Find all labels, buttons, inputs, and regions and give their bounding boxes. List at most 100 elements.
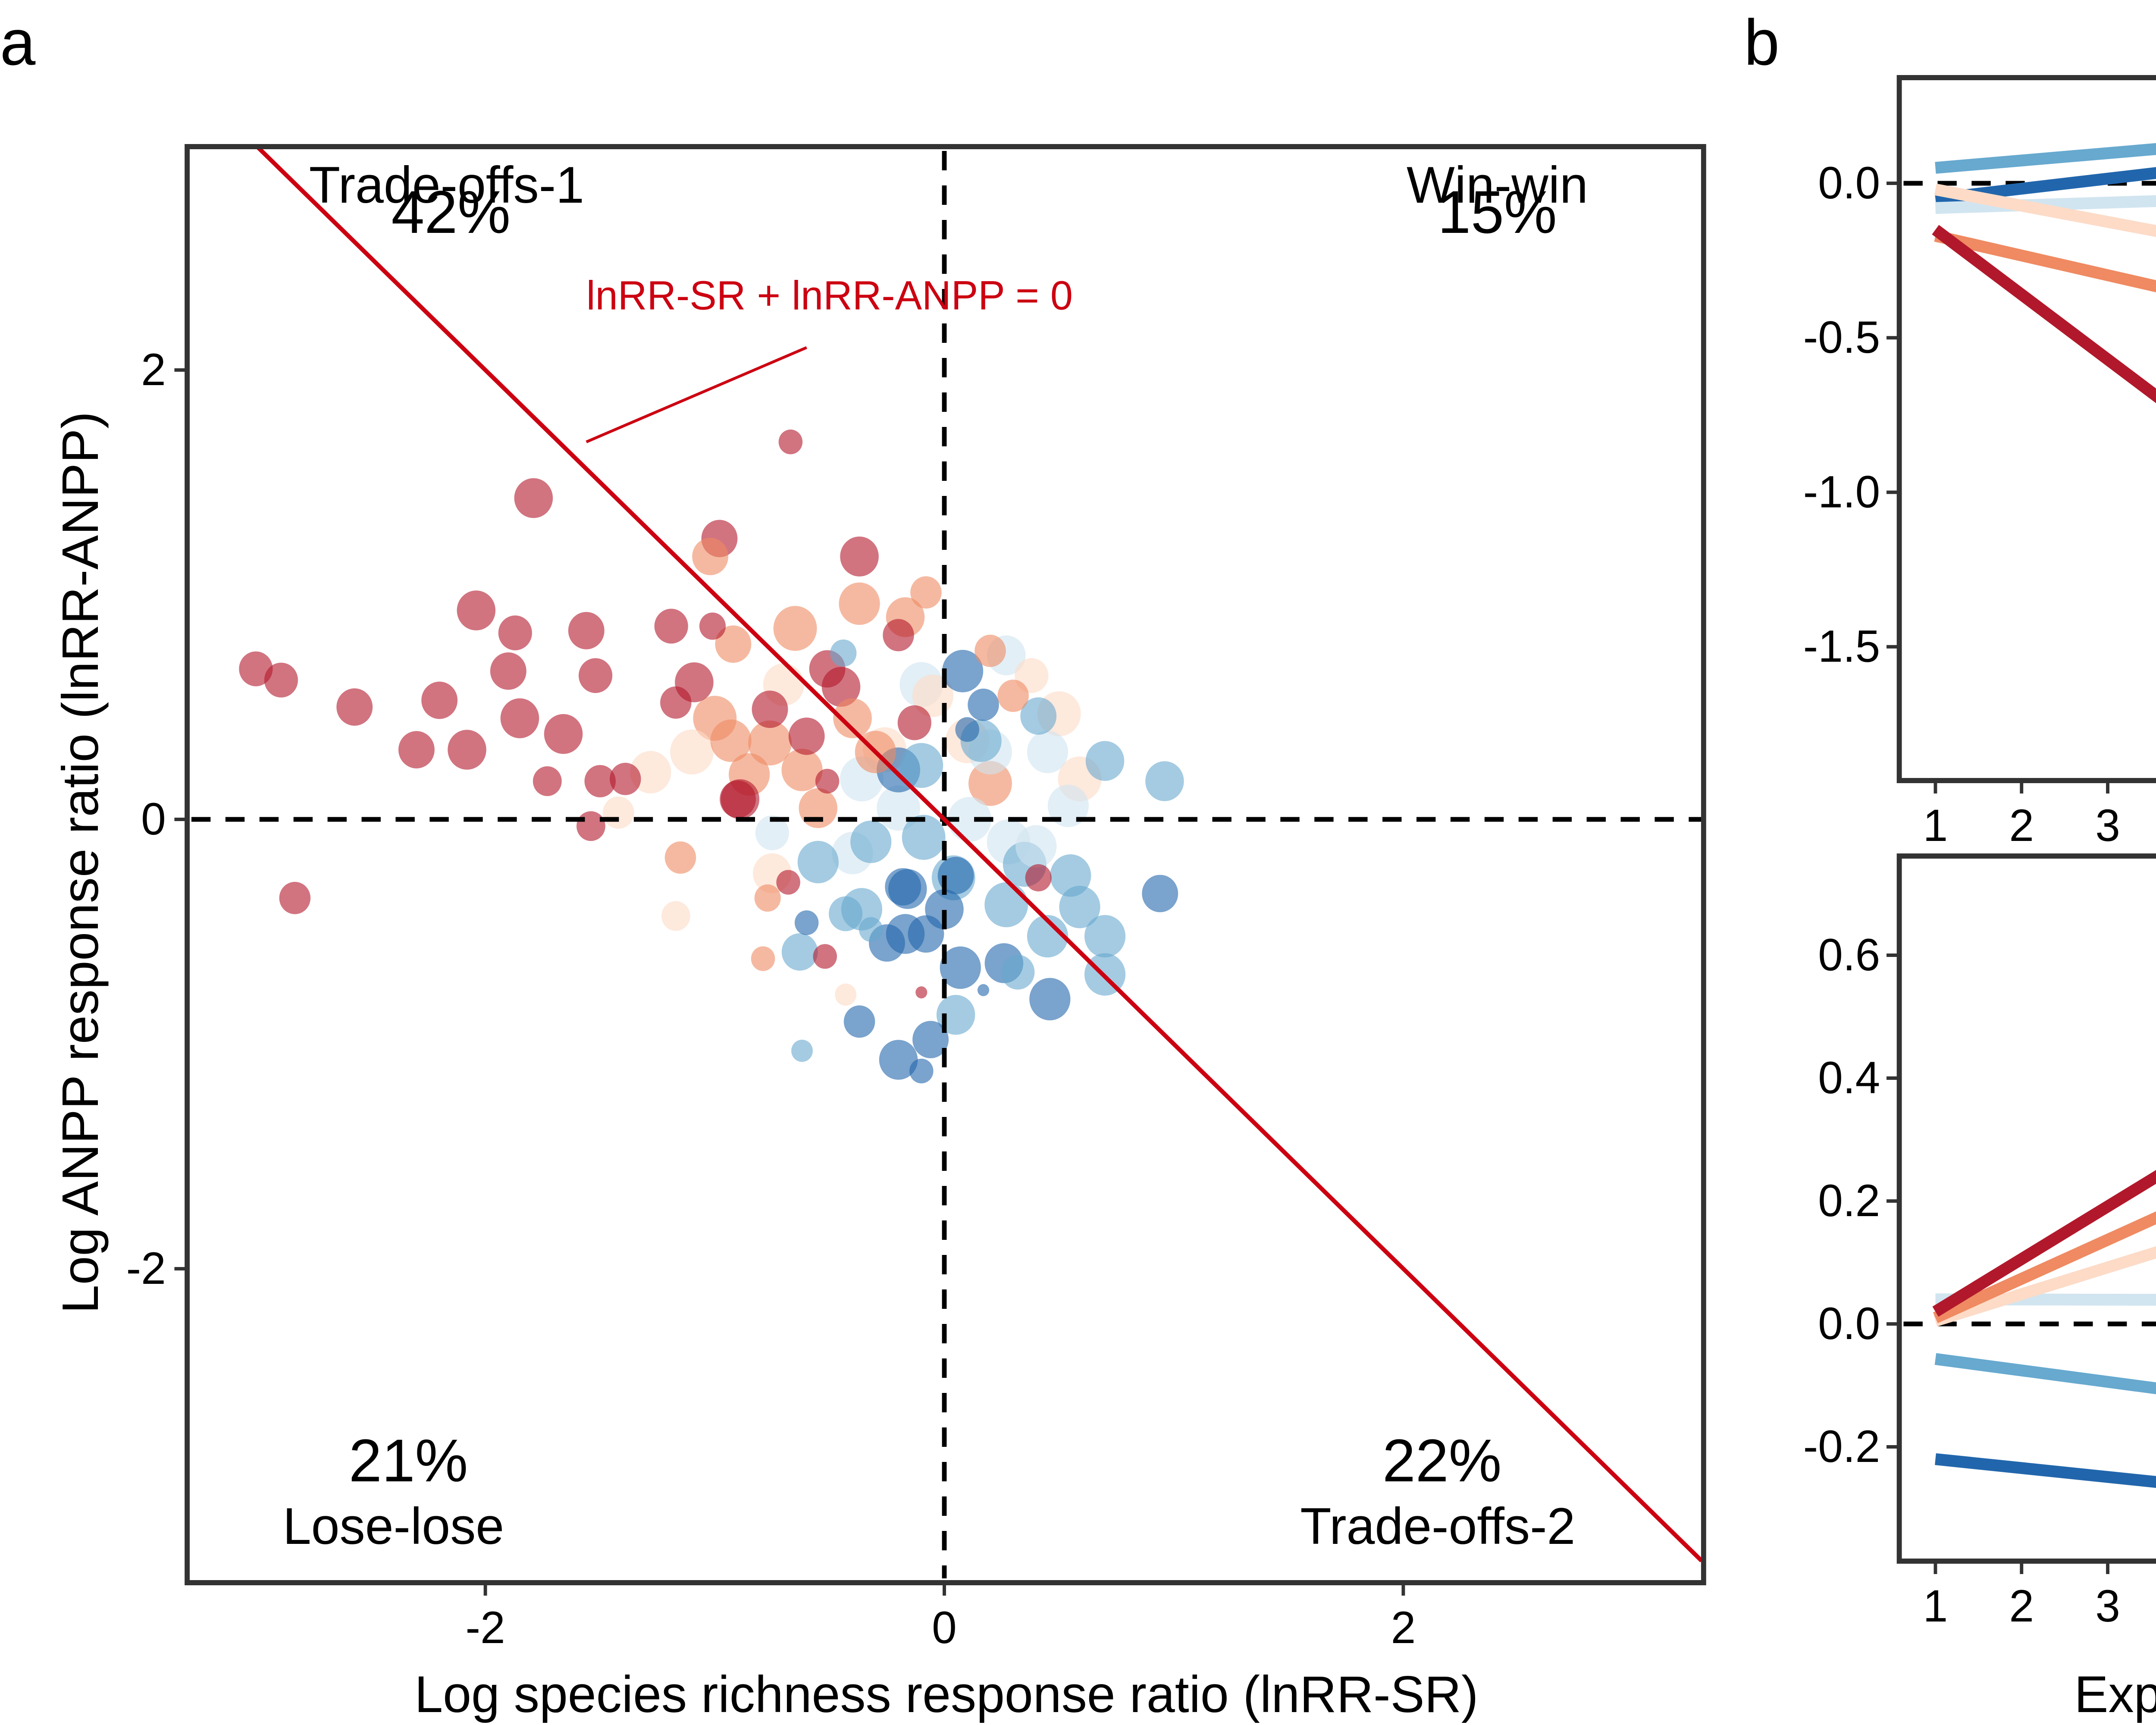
scatter-point	[813, 944, 837, 969]
scatter-point	[977, 984, 990, 996]
scatter-point	[584, 765, 616, 797]
quadrant-label-winwin: Win-win	[1407, 156, 1588, 214]
scatter-point	[1001, 954, 1035, 990]
scatter-point	[670, 729, 714, 775]
x-tick-label: -2	[466, 1603, 505, 1653]
scatter-point	[1025, 864, 1052, 892]
quadrant-pct-loselose: 21%	[349, 1427, 468, 1494]
scatter-point	[602, 796, 634, 829]
scatter-point	[879, 1040, 918, 1080]
facet-frame	[1896, 853, 2156, 1564]
scatter-point	[500, 698, 539, 738]
scatter-point	[1027, 915, 1069, 958]
scatter-point	[839, 582, 880, 625]
scatter-point	[1020, 697, 1057, 735]
scatter-point	[421, 681, 458, 719]
series-line-0	[1934, 167, 2156, 205]
scatter-point	[840, 536, 879, 577]
scatter-point	[843, 1005, 875, 1038]
scatter-point	[942, 649, 984, 693]
quadrant-label-tradeoffs2: Trade-offs-2	[1300, 1497, 1575, 1555]
panel-b-x-axis-label: Experimental year	[2075, 1665, 2156, 1723]
scatter-point	[1085, 741, 1125, 781]
scatter-point	[720, 780, 756, 818]
scatter-point	[514, 478, 553, 518]
x-tick-label: 2	[2009, 800, 2034, 851]
x-tick-label: 0	[932, 1603, 957, 1653]
x-tick-label: 1	[1923, 1581, 1948, 1631]
series-line-10	[1934, 1246, 2156, 1327]
scatter-point	[830, 639, 857, 667]
scatter-point	[940, 946, 981, 989]
scatter-point	[902, 815, 946, 860]
scatter-point	[975, 634, 1006, 667]
scatter-point	[748, 720, 792, 766]
scatter-point	[776, 870, 800, 895]
scatter-point	[1029, 978, 1071, 1021]
scatter-point	[797, 841, 839, 884]
scatter-point	[654, 608, 688, 644]
scatter-point	[533, 766, 562, 796]
series-line-2	[1934, 1353, 2156, 1395]
scatter-point	[791, 1039, 813, 1062]
scatter-point	[778, 430, 803, 455]
scatter-point	[661, 901, 690, 931]
scatter-point	[835, 983, 857, 1006]
scatter-point	[910, 576, 942, 609]
scatter-point	[859, 917, 883, 942]
scatter-point	[576, 811, 605, 841]
y-tick-label: 0	[141, 794, 166, 844]
scatter-point	[794, 910, 819, 935]
scatter-point	[755, 815, 789, 850]
scatter-point	[660, 686, 692, 719]
scatter-point	[578, 658, 613, 693]
series-line-10	[1934, 183, 2156, 237]
scatter-point	[544, 714, 583, 754]
scatter-point	[490, 652, 526, 690]
scatter-point	[1047, 784, 1089, 827]
series-line-5	[1935, 1293, 2156, 1306]
x-tick-label: 1	[1923, 800, 1948, 851]
scatter-point	[457, 590, 496, 630]
quadrant-label-tradeoffs1: Trade-offs-1	[309, 156, 584, 214]
scatter-point	[752, 690, 788, 728]
scatter-point	[448, 730, 486, 770]
scatter-point	[568, 612, 605, 649]
series-lines	[1932, 1170, 2156, 1488]
scatter-point	[781, 749, 823, 791]
y-tick-label: 2	[141, 345, 166, 395]
scatter-point	[1084, 915, 1126, 958]
scatter-point	[968, 688, 999, 721]
scatter-point	[398, 731, 435, 768]
y-tick-label: 0.2	[1818, 1176, 1880, 1226]
series-line-50	[1932, 225, 2156, 403]
scatter-point	[692, 538, 729, 575]
scatter-point	[885, 868, 921, 906]
scatter-point	[997, 679, 1029, 712]
scatter-points	[239, 430, 1184, 1084]
y-tick-label: -2	[126, 1243, 166, 1294]
scatter-point	[1050, 854, 1091, 897]
scatter-point	[955, 717, 979, 742]
scatter-point	[715, 625, 752, 663]
panel-a-scatter: lnRR-SR + lnRR-ANPP = 0 Trade-offs-1 42%…	[52, 144, 1706, 1723]
y-tick-label: -1.0	[1803, 467, 1880, 518]
facet-frame	[1896, 75, 2156, 783]
scatter-point	[829, 896, 863, 932]
series-lines	[1932, 143, 2156, 403]
scatter-point	[908, 915, 944, 953]
annotation-pointer	[586, 346, 807, 443]
scatter-point	[788, 717, 825, 755]
x-axis-label: Log species richness response ratio (lnR…	[414, 1665, 1478, 1723]
panel-b-richness: Log richness response ratio1234567890.0-…	[1803, 75, 2156, 851]
x-tick-label: 3	[2095, 800, 2120, 851]
scatter-point	[850, 820, 892, 863]
y-tick-label: 0.0	[1818, 1298, 1880, 1349]
quadrant-pct-tradeoffs1: 42%	[391, 179, 510, 246]
scatter-point	[937, 856, 974, 894]
scatter-point	[781, 933, 818, 971]
scatter-point	[699, 612, 726, 640]
y-tick-label: -0.5	[1803, 313, 1880, 363]
scatter-point	[912, 1021, 949, 1058]
